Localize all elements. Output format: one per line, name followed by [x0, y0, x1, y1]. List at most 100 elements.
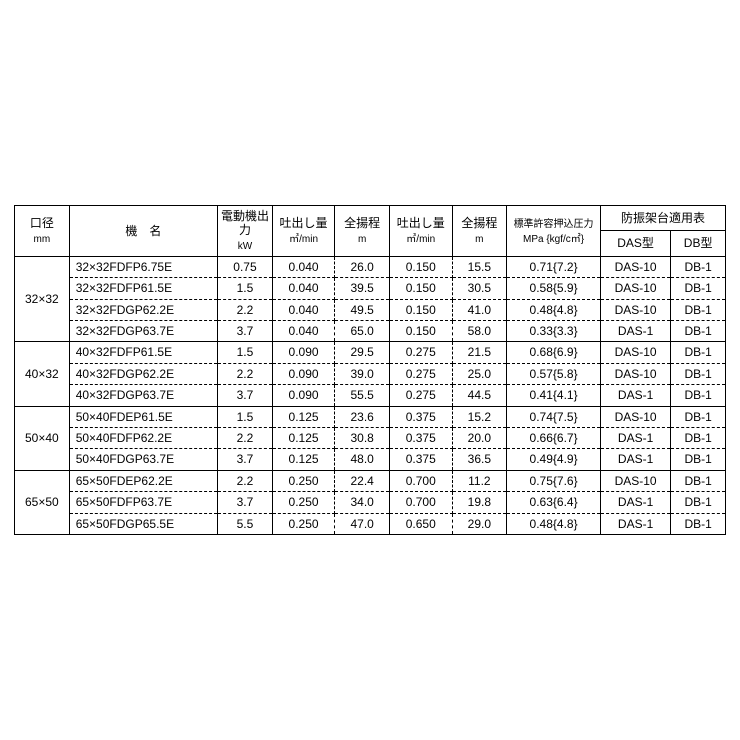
cell-p: 0.41{4.1} [507, 385, 601, 406]
cell-d2: 0.150 [390, 256, 453, 277]
cell-p: 0.75{7.6} [507, 470, 601, 491]
table-row: 40×3240×32FDFP61.5E1.50.09029.50.27521.5… [15, 342, 726, 363]
cell-h1: 39.5 [335, 278, 390, 299]
cell-model: 32×32FDFP61.5E [69, 278, 217, 299]
header-d1-unit: ㎥/min [289, 234, 318, 245]
table-row: 32×32FDGP62.2E2.20.04049.50.15041.00.48{… [15, 299, 726, 320]
cell-db: DB-1 [671, 278, 726, 299]
table-row: 65×5065×50FDEP62.2E2.20.25022.40.70011.2… [15, 470, 726, 491]
cell-d2: 0.150 [390, 299, 453, 320]
cell-d2: 0.650 [390, 513, 453, 534]
header-h1: 全揚程 [344, 216, 380, 230]
cell-d1: 0.125 [272, 427, 335, 448]
cell-kw: 3.7 [218, 449, 273, 470]
header-h2: 全揚程 [461, 216, 497, 230]
cell-h1: 23.6 [335, 406, 390, 427]
cell-model: 40×32FDGP62.2E [69, 363, 217, 384]
cell-model: 50×40FDGP63.7E [69, 449, 217, 470]
cell-h1: 22.4 [335, 470, 390, 491]
table-row: 40×32FDGP62.2E2.20.09039.00.27525.00.57{… [15, 363, 726, 384]
cell-d1: 0.250 [272, 492, 335, 513]
cell-dia: 65×50 [15, 470, 70, 534]
header-press-unit: MPa {kgf/c㎡} [523, 234, 584, 245]
header-base: 防振架台適用表 [600, 206, 725, 231]
table-header: 口径 mm 機 名 電動機出力 kW 吐出し量 ㎥/min 全揚程 m 吐出し量 [15, 206, 726, 257]
cell-h2: 20.0 [452, 427, 507, 448]
cell-d1: 0.040 [272, 278, 335, 299]
cell-h2: 41.0 [452, 299, 507, 320]
cell-d1: 0.090 [272, 385, 335, 406]
cell-model: 65×50FDGP65.5E [69, 513, 217, 534]
cell-h2: 44.5 [452, 385, 507, 406]
cell-kw: 1.5 [218, 406, 273, 427]
cell-h2: 21.5 [452, 342, 507, 363]
cell-h1: 30.8 [335, 427, 390, 448]
cell-d1: 0.250 [272, 470, 335, 491]
table-row: 32×32FDFP61.5E1.50.04039.50.15030.50.58{… [15, 278, 726, 299]
header-d2-unit: ㎥/min [406, 234, 435, 245]
cell-h1: 49.5 [335, 299, 390, 320]
cell-p: 0.63{6.4} [507, 492, 601, 513]
cell-h2: 36.5 [452, 449, 507, 470]
cell-h2: 25.0 [452, 363, 507, 384]
cell-kw: 2.2 [218, 363, 273, 384]
cell-db: DB-1 [671, 299, 726, 320]
header-h2-unit: m [475, 234, 483, 245]
cell-d1: 0.125 [272, 449, 335, 470]
header-h1-unit: m [358, 234, 366, 245]
cell-h1: 39.0 [335, 363, 390, 384]
cell-kw: 3.7 [218, 321, 273, 342]
cell-d1: 0.250 [272, 513, 335, 534]
cell-h2: 15.5 [452, 256, 507, 277]
cell-d1: 0.040 [272, 321, 335, 342]
cell-dia: 32×32 [15, 256, 70, 342]
cell-h2: 19.8 [452, 492, 507, 513]
cell-kw: 3.7 [218, 385, 273, 406]
cell-db: DB-1 [671, 449, 726, 470]
cell-h2: 29.0 [452, 513, 507, 534]
cell-kw: 5.5 [218, 513, 273, 534]
cell-das: DAS-1 [600, 513, 670, 534]
cell-h1: 34.0 [335, 492, 390, 513]
cell-d2: 0.275 [390, 385, 453, 406]
table-row: 50×4050×40FDEP61.5E1.50.12523.60.37515.2… [15, 406, 726, 427]
cell-dia: 40×32 [15, 342, 70, 406]
cell-kw: 2.2 [218, 427, 273, 448]
cell-h2: 58.0 [452, 321, 507, 342]
cell-das: DAS-10 [600, 299, 670, 320]
cell-db: DB-1 [671, 385, 726, 406]
cell-das: DAS-1 [600, 449, 670, 470]
header-d2: 吐出し量 [397, 216, 445, 230]
table-row: 65×50FDGP65.5E5.50.25047.00.65029.00.48{… [15, 513, 726, 534]
cell-das: DAS-1 [600, 385, 670, 406]
cell-h1: 55.5 [335, 385, 390, 406]
cell-p: 0.74{7.5} [507, 406, 601, 427]
cell-db: DB-1 [671, 492, 726, 513]
cell-h1: 26.0 [335, 256, 390, 277]
cell-d2: 0.375 [390, 449, 453, 470]
cell-h1: 65.0 [335, 321, 390, 342]
cell-d2: 0.150 [390, 278, 453, 299]
cell-kw: 1.5 [218, 342, 273, 363]
header-press: 標準許容押込圧力 [514, 219, 594, 230]
cell-model: 32×32FDFP6.75E [69, 256, 217, 277]
cell-d1: 0.090 [272, 363, 335, 384]
header-dia: 口径 [30, 216, 54, 230]
cell-das: DAS-10 [600, 342, 670, 363]
cell-d2: 0.700 [390, 492, 453, 513]
table-row: 32×3232×32FDFP6.75E0.750.04026.00.15015.… [15, 256, 726, 277]
header-motor: 電動機出力 [221, 209, 269, 237]
cell-model: 65×50FDEP62.2E [69, 470, 217, 491]
cell-p: 0.58{5.9} [507, 278, 601, 299]
cell-das: DAS-1 [600, 427, 670, 448]
cell-h1: 48.0 [335, 449, 390, 470]
header-motor-unit: kW [238, 241, 252, 252]
cell-h2: 11.2 [452, 470, 507, 491]
cell-db: DB-1 [671, 363, 726, 384]
header-model: 機 名 [69, 206, 217, 257]
header-dia-unit: mm [34, 234, 51, 245]
cell-p: 0.48{4.8} [507, 299, 601, 320]
cell-d2: 0.150 [390, 321, 453, 342]
cell-p: 0.33{3.3} [507, 321, 601, 342]
cell-das: DAS-10 [600, 470, 670, 491]
